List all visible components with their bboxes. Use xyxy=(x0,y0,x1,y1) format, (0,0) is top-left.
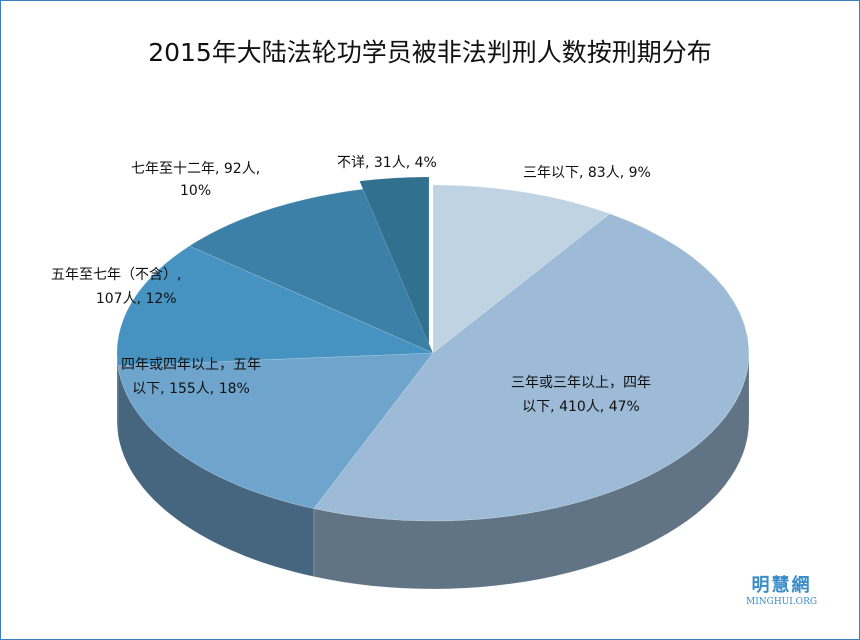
pie-slice-3 xyxy=(116,245,434,366)
minghui-logo: 明慧網 MINGHUI.ORG xyxy=(746,571,817,607)
pie-slice-4 xyxy=(188,188,434,354)
label-slice-2: 四年或四年以上，五年 以下, 155人, 18% xyxy=(121,357,261,397)
label-slice-4: 七年至十二年, 92人, 10% xyxy=(131,161,261,199)
label-slice-3: 五年至七年（不含）, 107人, 12% xyxy=(51,267,182,307)
chart-title: 2015年大陆法轮功学员被非法判刑人数按刑期分布 xyxy=(148,38,712,67)
pie-slice-5 xyxy=(359,176,430,346)
label-slice-1: 三年或三年以上，四年 以下, 410人, 47% xyxy=(511,375,651,415)
logo-en: MINGHUI.ORG xyxy=(746,597,818,607)
pie-slice-0 xyxy=(432,184,611,354)
pie-slice-2 xyxy=(117,352,434,509)
label-slice-5: 不详, 31人, 4% xyxy=(337,155,437,171)
pie-slice-1 xyxy=(313,213,750,522)
logo-cn: 明慧網 xyxy=(751,575,812,596)
label-slice-0: 三年以下, 83人, 9% xyxy=(523,165,651,181)
